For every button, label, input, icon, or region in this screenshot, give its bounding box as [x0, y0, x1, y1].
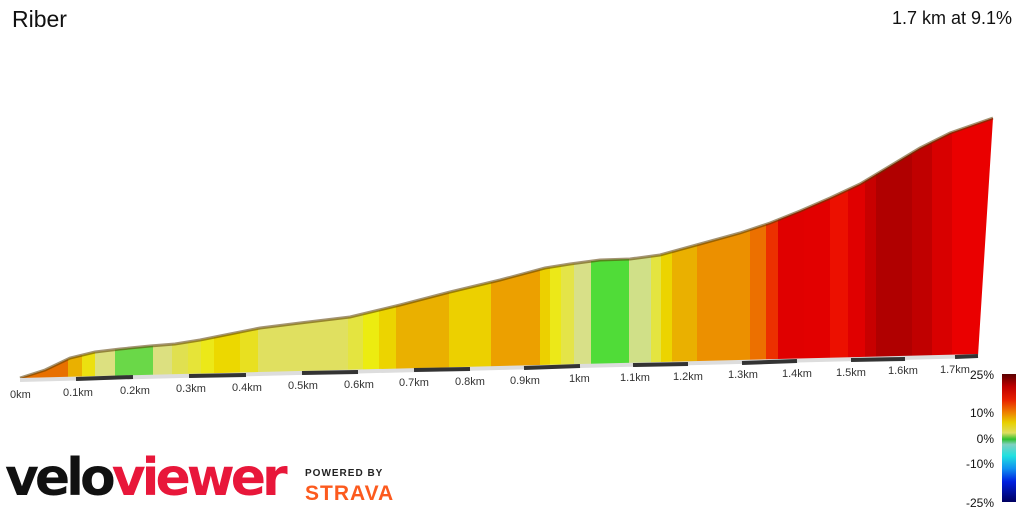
segment-stats: 1.7 km at 9.1%: [891, 8, 1012, 28]
x-tick-label: 0.1km: [63, 387, 93, 399]
x-tick-label: 0.6km: [344, 379, 374, 391]
x-tick-label: 0.8km: [455, 376, 485, 388]
gradient-segment: [651, 118, 662, 380]
gradient-segment: [912, 118, 933, 380]
x-tick-label: 0.7km: [399, 377, 429, 389]
gradient-segment: [561, 118, 575, 380]
gradient-segment: [491, 118, 541, 380]
x-tick-label: 1.2km: [673, 371, 703, 383]
x-tick-label: 0.5km: [288, 380, 318, 392]
gradient-segment: [540, 118, 551, 380]
legend-label-minus25: -25%: [965, 496, 994, 510]
segment-title: Riber: [12, 6, 67, 32]
x-tick-label: 0.4km: [232, 382, 262, 394]
gradient-segment: [214, 118, 241, 380]
gradient-segments: [20, 118, 993, 380]
x-tick-label: 1.4km: [782, 368, 812, 380]
x-tick-label: 0.3km: [176, 383, 206, 395]
x-tick-label: 1.7km: [940, 364, 970, 376]
gradient-segment: [188, 118, 202, 380]
strava-logo: STRAVA: [305, 482, 395, 505]
gradient-segment: [750, 118, 767, 380]
gradient-segment: [240, 118, 259, 380]
veloviewer-logo: veloviewer: [5, 452, 288, 504]
elevation-profile-chart: [19, 116, 994, 382]
gradient-segment: [697, 118, 751, 380]
gradient-segment: [778, 118, 805, 380]
powered-by-label: POWERED BY: [305, 468, 384, 479]
gradient-segment: [865, 118, 877, 380]
gradient-segment: [629, 118, 652, 380]
x-tick-label: 0.9km: [510, 375, 540, 387]
logo-velo: velo: [5, 448, 116, 508]
gradient-segment: [550, 118, 562, 380]
gradient-segment: [876, 118, 913, 380]
gradient-segment: [95, 118, 116, 380]
gradient-color-scale: [1002, 374, 1016, 502]
profile-top-edge: [19, 116, 994, 380]
gradient-segment: [201, 118, 215, 380]
gradient-segment: [574, 118, 592, 380]
legend-label-0: 0%: [976, 432, 994, 446]
x-tick-label: 1.3km: [728, 369, 758, 381]
gradient-segment: [766, 118, 779, 380]
gradient-segment: [804, 118, 831, 380]
x-tick-label: 1.5km: [836, 367, 866, 379]
gradient-segment: [830, 118, 849, 380]
logo-viewer: viewer: [111, 448, 288, 508]
x-tick-label: 1.6km: [888, 365, 918, 377]
legend-label-25: 25%: [969, 368, 994, 382]
gradient-segment: [932, 118, 953, 380]
gradient-segment: [952, 118, 993, 380]
x-tick-label: 1km: [569, 373, 590, 385]
gradient-segment: [348, 118, 364, 380]
gradient-segment: [363, 118, 380, 380]
x-tick-label: 1.1km: [620, 372, 650, 384]
gradient-segment: [848, 118, 866, 380]
gradient-segment: [591, 118, 630, 380]
distance-axis: [19, 354, 979, 382]
gradient-segment: [20, 118, 69, 380]
x-tick-label: 0.2km: [120, 385, 150, 397]
gradient-segment: [172, 118, 189, 380]
gradient-segment: [82, 118, 96, 380]
gradient-segment: [449, 118, 492, 380]
x-tick-label: 0km: [10, 389, 31, 401]
legend-label-10: 10%: [969, 406, 994, 420]
gradient-segment: [379, 118, 397, 380]
gradient-segment: [258, 118, 349, 380]
gradient-segment: [661, 118, 673, 380]
gradient-segment: [68, 118, 83, 380]
gradient-segment: [396, 118, 450, 380]
legend-label-minus10: -10%: [965, 457, 994, 471]
